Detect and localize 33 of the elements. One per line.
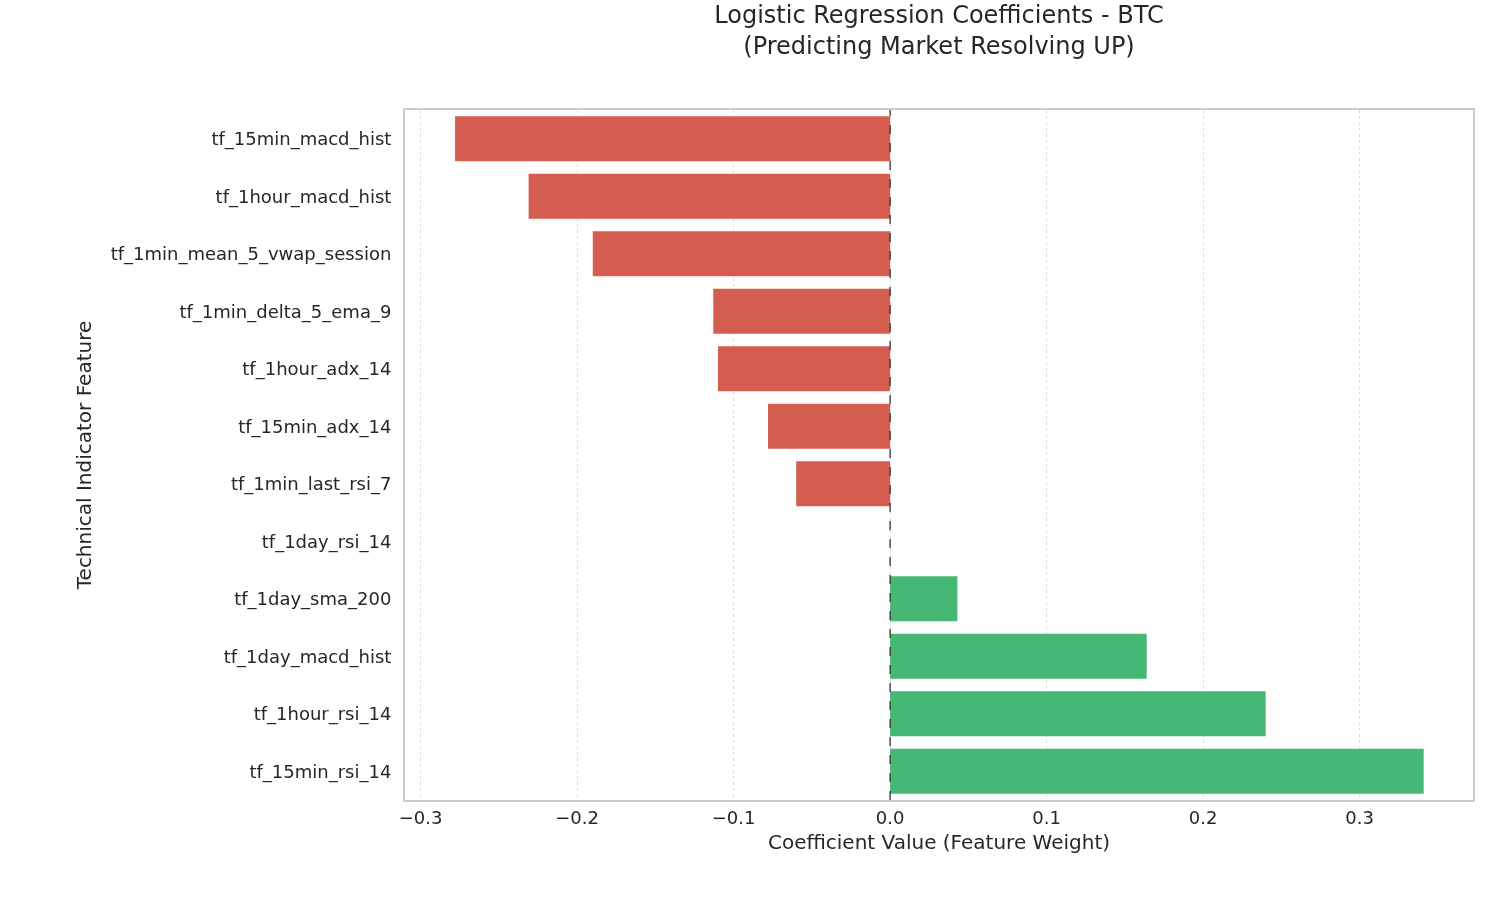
y-axis-title: Technical Indicator Feature: [71, 320, 96, 591]
y-tick-label: tf_1hour_adx_14: [242, 358, 392, 381]
bar: [592, 231, 891, 277]
x-axis-title: Coefficient Value (Feature Weight): [767, 829, 1111, 854]
y-tick-label: tf_1day_macd_hist: [223, 645, 392, 668]
bar: [890, 633, 1147, 679]
y-tick-label: tf_1day_rsi_14: [261, 530, 392, 553]
x-tick-label: −0.3: [398, 806, 443, 828]
x-tick-label: 0.3: [1345, 806, 1374, 828]
y-tick-label: tf_1min_mean_5_vwap_session: [110, 243, 392, 266]
bar: [890, 748, 1424, 794]
y-tick-label: tf_1hour_rsi_14: [253, 703, 392, 726]
bar: [890, 576, 958, 622]
x-tick-label: −0.1: [711, 806, 756, 828]
bar: [713, 288, 891, 334]
bar: [768, 403, 891, 449]
bar: [717, 346, 891, 392]
x-tick-label: 0.1: [1032, 806, 1061, 828]
bar: [455, 116, 891, 162]
bar: [528, 173, 891, 219]
y-tick-label: tf_1min_delta_5_ema_9: [179, 300, 392, 323]
y-tick-label: tf_15min_rsi_14: [249, 760, 392, 783]
x-tick-label: −0.2: [555, 806, 599, 828]
x-tick-label: 0.2: [1188, 806, 1218, 828]
y-tick-label: tf_15min_adx_14: [238, 415, 392, 438]
bar: [890, 691, 1266, 737]
y-tick-label: tf_1hour_macd_hist: [215, 185, 392, 208]
y-tick-label: tf_15min_macd_hist: [211, 128, 392, 151]
y-tick-label: tf_1min_last_rsi_7: [230, 473, 392, 496]
bar: [796, 461, 891, 507]
text: 0.0: [875, 806, 905, 828]
y-tick-label: tf_1day_sma_200: [234, 588, 392, 611]
chart-title: Logistic Regression Coefficients - BTC (Predicting Market Resolving UP): [714, 0, 1164, 60]
